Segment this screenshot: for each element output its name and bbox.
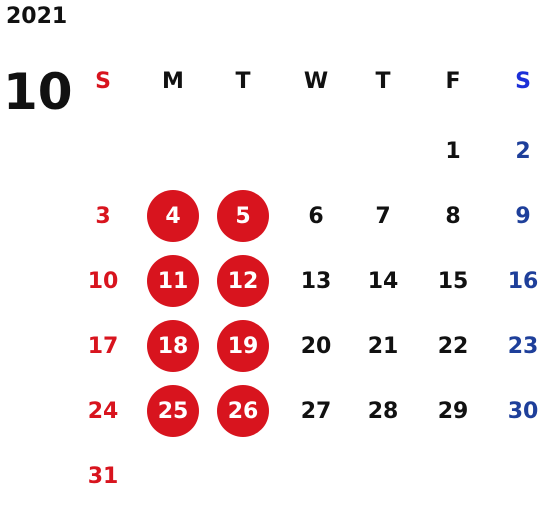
day-cell: 29 xyxy=(437,398,469,424)
day-cell: 27 xyxy=(300,398,332,424)
day-cell: 5 xyxy=(211,184,275,248)
weekday-header: W xyxy=(303,68,329,94)
month-number: 10 xyxy=(3,63,73,121)
day-cell: 7 xyxy=(375,203,391,229)
day-cell: 28 xyxy=(367,398,399,424)
day-cell: 26 xyxy=(211,379,275,443)
day-cell: 31 xyxy=(87,463,119,489)
highlighted-day: 11 xyxy=(147,255,199,307)
day-cell: 17 xyxy=(87,333,119,359)
highlighted-day: 19 xyxy=(217,320,269,372)
day-cell: 16 xyxy=(507,268,539,294)
day-cell: 1 xyxy=(445,138,461,164)
highlighted-day: 5 xyxy=(217,190,269,242)
day-cell: 2 xyxy=(515,138,531,164)
day-cell: 12 xyxy=(211,249,275,313)
year-label: 2021 xyxy=(6,4,68,29)
day-cell: 4 xyxy=(141,184,205,248)
highlighted-day: 12 xyxy=(217,255,269,307)
day-cell: 25 xyxy=(141,379,205,443)
day-cell: 10 xyxy=(87,268,119,294)
day-cell: 11 xyxy=(141,249,205,313)
highlighted-day: 25 xyxy=(147,385,199,437)
day-cell: 21 xyxy=(367,333,399,359)
day-cell: 8 xyxy=(445,203,461,229)
day-cell: 19 xyxy=(211,314,275,378)
weekday-header: S xyxy=(515,68,531,94)
day-cell: 3 xyxy=(95,203,111,229)
day-cell: 30 xyxy=(507,398,539,424)
highlighted-day: 4 xyxy=(147,190,199,242)
day-cell: 22 xyxy=(437,333,469,359)
day-cell: 18 xyxy=(141,314,205,378)
weekday-header: T xyxy=(235,68,251,94)
day-cell: 9 xyxy=(515,203,531,229)
weekday-header: F xyxy=(445,68,461,94)
day-cell: 14 xyxy=(367,268,399,294)
day-cell: 20 xyxy=(300,333,332,359)
weekday-header: M xyxy=(162,68,184,94)
day-cell: 24 xyxy=(87,398,119,424)
day-cell: 15 xyxy=(437,268,469,294)
highlighted-day: 26 xyxy=(217,385,269,437)
day-cell: 23 xyxy=(507,333,539,359)
highlighted-day: 18 xyxy=(147,320,199,372)
weekday-header: T xyxy=(375,68,391,94)
day-cell: 13 xyxy=(300,268,332,294)
weekday-header: S xyxy=(95,68,111,94)
day-cell: 6 xyxy=(308,203,324,229)
